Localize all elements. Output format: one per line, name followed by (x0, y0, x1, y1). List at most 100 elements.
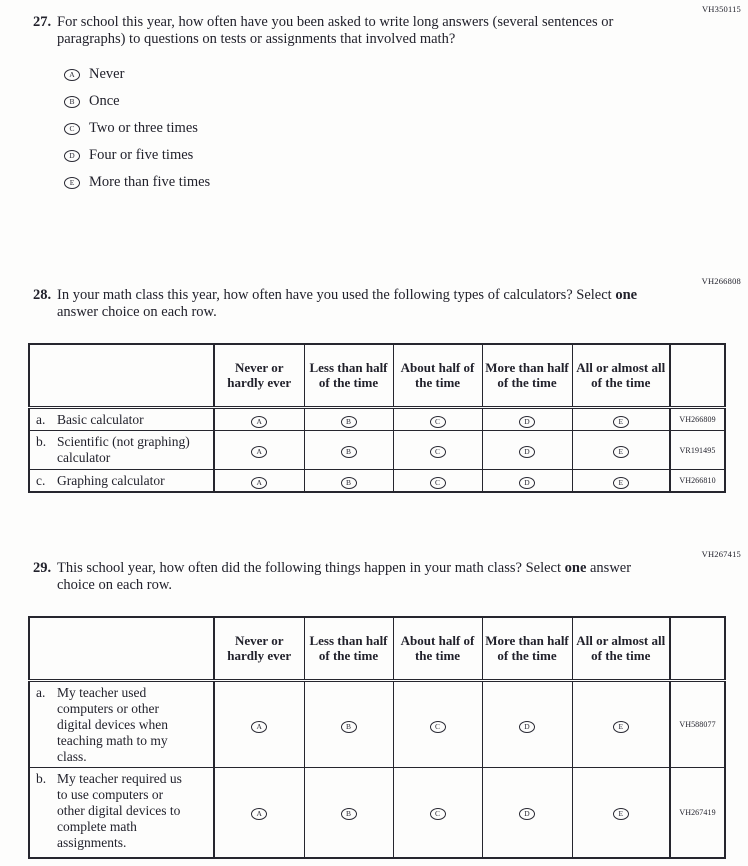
row-prefix: a. (36, 412, 46, 427)
answer-bubble-a[interactable]: A (251, 415, 268, 428)
question-number: 27. (33, 14, 52, 30)
question-28-code: VH266808 (701, 276, 741, 286)
row-label: Graphing calculator (57, 473, 165, 488)
answer-bubble-a[interactable]: A (251, 446, 268, 458)
option-label: Four or five times (89, 147, 194, 163)
column-header-more-than-half: More than half of the time (481, 616, 573, 682)
radio-bubble-e-icon[interactable]: E (64, 176, 80, 189)
answer-bubble-d[interactable]: D (519, 720, 535, 733)
q29-row-teacher-used-devices: a. My teacher used computers or other di… (28, 680, 726, 768)
answer-cell: A (213, 767, 305, 858)
row-label: Basic calculator (57, 412, 144, 427)
radio-bubble-b-icon[interactable]: B (64, 95, 80, 108)
row-prefix: a. (36, 685, 46, 700)
answer-cell: A (213, 407, 305, 431)
answer-cell: B (303, 469, 394, 493)
answer-bubble-c[interactable]: C (429, 720, 446, 733)
row-code: VH266810 (669, 469, 726, 493)
answer-cell: B (303, 680, 394, 768)
option-label: Two or three times (89, 120, 198, 136)
answer-cell: A (213, 469, 305, 493)
answer-bubble-e[interactable]: E (612, 476, 629, 489)
column-header-about-half: About half of the time (392, 616, 483, 682)
answer-bubble-b[interactable]: B (340, 476, 357, 489)
option-more-than-five[interactable]: E More than five times (33, 169, 657, 196)
option-two-or-three[interactable]: C Two or three times (33, 115, 657, 142)
row-code: VR191495 (669, 430, 726, 470)
question-text-part: answer choice on each row. (57, 560, 632, 593)
radio-bubble-a-icon[interactable]: A (64, 68, 80, 81)
answer-bubble-c[interactable]: C (429, 415, 446, 428)
answer-bubble-d[interactable]: D (519, 415, 535, 428)
answer-bubble-b[interactable]: B (340, 808, 357, 821)
answer-cell: B (303, 430, 394, 470)
question-text: In your math class this year, how often … (57, 287, 657, 321)
row-prefix: b. (36, 771, 47, 786)
q28-calculator-table: Never or hardly ever Less than half of t… (28, 343, 726, 493)
answer-cell: B (303, 407, 394, 431)
q28-header-row: Never or hardly ever Less than half of t… (28, 343, 726, 409)
answer-bubble-e[interactable]: E (612, 446, 629, 458)
answer-cell: C (392, 430, 483, 470)
question-text: For school this year, how often have you… (57, 14, 614, 47)
answer-cell: C (392, 469, 483, 493)
question-text-part: This school year, how often did the foll… (57, 560, 565, 576)
q29-header-row: Never or hardly ever Less than half of t… (28, 616, 726, 682)
answer-cell: C (392, 407, 483, 431)
question-number: 29. (33, 560, 52, 576)
option-four-or-five[interactable]: D Four or five times (33, 142, 657, 169)
answer-bubble-b[interactable]: B (340, 720, 357, 733)
answer-cell: C (392, 767, 483, 858)
row-stub: a. My teacher used computers or other di… (28, 680, 215, 768)
option-label: More than five times (89, 174, 211, 190)
row-label: My teacher required us to use computers … (57, 771, 182, 850)
question-text-bold: one (564, 560, 587, 576)
answer-bubble-d[interactable]: D (519, 476, 535, 489)
column-header-all: All or almost all of the time (571, 343, 671, 409)
question-text: This school year, how often did the foll… (57, 560, 657, 594)
answer-bubble-a[interactable]: A (251, 720, 268, 733)
column-header-all: All or almost all of the time (571, 616, 671, 682)
answer-bubble-d[interactable]: D (519, 446, 535, 458)
column-header-more-than-half: More than half of the time (481, 343, 573, 409)
row-code: VH267419 (669, 767, 726, 858)
answer-bubble-c[interactable]: C (429, 808, 446, 821)
answer-cell: E (571, 680, 671, 768)
answer-bubble-a[interactable]: A (251, 808, 268, 821)
empty-stub-header (28, 343, 215, 409)
answer-bubble-a[interactable]: A (251, 476, 268, 489)
answer-bubble-d[interactable]: D (519, 808, 535, 821)
option-label: Once (89, 93, 120, 109)
answer-cell: C (392, 680, 483, 768)
option-once[interactable]: B Once (33, 88, 657, 115)
answer-bubble-b[interactable]: B (340, 415, 357, 428)
empty-stub-header (28, 616, 215, 682)
row-stub: a. Basic calculator (28, 407, 215, 431)
question-29-code: VH267415 (701, 549, 741, 559)
answer-cell: D (481, 407, 573, 431)
answer-bubble-b[interactable]: B (340, 446, 357, 458)
question-27-code: VH350115 (701, 4, 741, 14)
empty-code-header (669, 343, 726, 409)
radio-bubble-d-icon[interactable]: D (64, 149, 80, 162)
radio-bubble-c-icon[interactable]: C (64, 122, 80, 135)
answer-cell: E (571, 469, 671, 493)
answer-cell: D (481, 469, 573, 493)
q28-row-scientific-calculator: b. Scientific (not graphing) calculator … (28, 430, 726, 470)
answer-bubble-e[interactable]: E (612, 720, 629, 733)
row-prefix: b. (36, 434, 47, 449)
question-27: 27. For school this year, how often have… (33, 14, 657, 196)
answer-bubble-c[interactable]: C (429, 446, 446, 458)
option-never[interactable]: A Never (33, 61, 657, 88)
question-29-stem: 29. This school year, how often did the … (33, 560, 657, 594)
answer-cell: E (571, 407, 671, 431)
q28-row-basic-calculator: a. Basic calculator A B C D E VH266809 (28, 407, 726, 431)
row-label: My teacher used computers or other digit… (57, 685, 168, 764)
answer-bubble-c[interactable]: C (429, 476, 446, 489)
column-header-less-than-half: Less than half of the time (303, 616, 394, 682)
answer-cell: B (303, 767, 394, 858)
answer-bubble-e[interactable]: E (612, 415, 629, 428)
answer-bubble-e[interactable]: E (612, 808, 629, 821)
question-text-part: answer choice on each row. (57, 304, 217, 320)
answer-cell: A (213, 680, 305, 768)
